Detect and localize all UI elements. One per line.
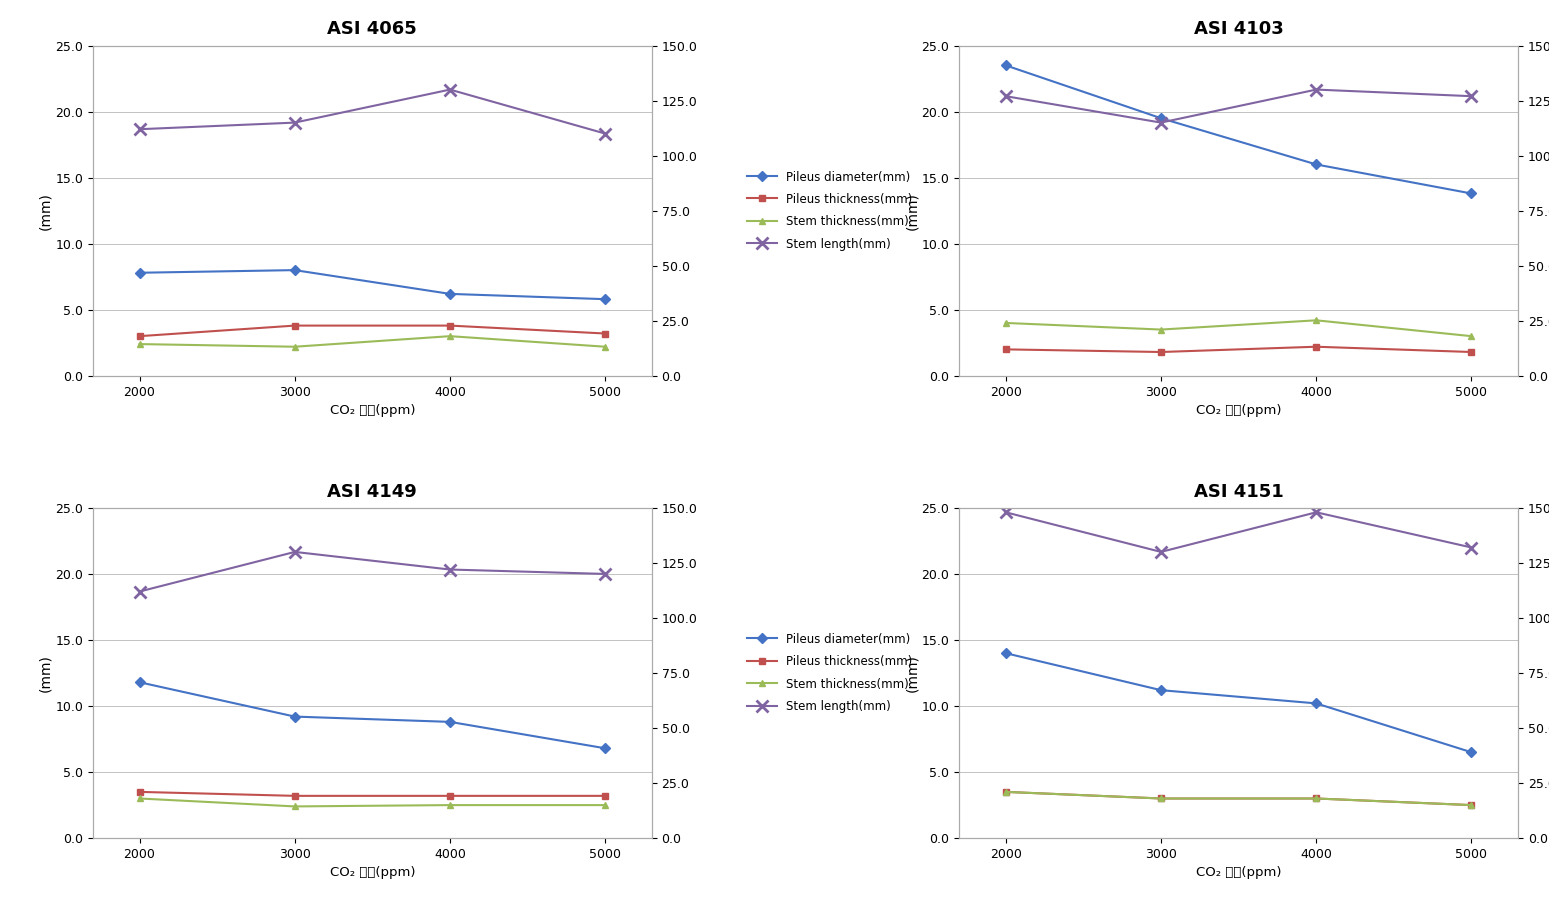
Pileus thickness(mm) [441, 791, 460, 802]
Stem thickness(mm) [130, 793, 149, 804]
Line: Stem thickness(mm): Stem thickness(mm) [136, 333, 609, 350]
Stem length(mm) [130, 586, 149, 597]
Stem thickness(mm) [996, 786, 1015, 797]
Stem length(mm) [285, 547, 304, 558]
Pileus thickness(mm) [996, 344, 1015, 355]
Line: Pileus diameter(mm): Pileus diameter(mm) [136, 267, 609, 302]
Pileus diameter(mm) [1151, 113, 1169, 124]
Stem length(mm) [596, 568, 615, 579]
Stem thickness(mm) [441, 331, 460, 342]
Stem thickness(mm) [130, 339, 149, 350]
Pileus diameter(mm) [285, 711, 304, 722]
Pileus diameter(mm) [596, 742, 615, 753]
Line: Pileus thickness(mm): Pileus thickness(mm) [1002, 343, 1475, 355]
Pileus thickness(mm) [285, 320, 304, 331]
Pileus thickness(mm) [996, 786, 1015, 797]
Title: ASI 4065: ASI 4065 [327, 20, 417, 38]
Pileus diameter(mm) [441, 716, 460, 727]
Stem thickness(mm) [1307, 793, 1326, 804]
Line: Pileus thickness(mm): Pileus thickness(mm) [1002, 788, 1475, 809]
Stem length(mm) [441, 84, 460, 95]
Stem thickness(mm) [1307, 315, 1326, 326]
Line: Pileus thickness(mm): Pileus thickness(mm) [136, 322, 609, 340]
Pileus thickness(mm) [1151, 793, 1169, 804]
Stem thickness(mm) [1151, 793, 1169, 804]
Line: Pileus diameter(mm): Pileus diameter(mm) [1002, 62, 1475, 197]
X-axis label: CO₂ 농도(ppm): CO₂ 농도(ppm) [1196, 404, 1281, 417]
Pileus diameter(mm) [441, 289, 460, 300]
Legend: Pileus diameter(mm), Pileus thickness(mm), Stem thickness(mm), Stem length(mm): Pileus diameter(mm), Pileus thickness(mm… [742, 627, 919, 719]
Pileus thickness(mm) [130, 331, 149, 342]
Stem thickness(mm) [1151, 324, 1169, 335]
Pileus thickness(mm) [1151, 346, 1169, 357]
Line: Stem thickness(mm): Stem thickness(mm) [1002, 788, 1475, 809]
X-axis label: CO₂ 농도(ppm): CO₂ 농도(ppm) [330, 404, 415, 417]
Pileus diameter(mm) [130, 267, 149, 278]
Line: Stem length(mm): Stem length(mm) [1001, 84, 1478, 128]
Stem length(mm) [996, 507, 1015, 517]
Pileus thickness(mm) [1462, 800, 1481, 811]
Title: ASI 4149: ASI 4149 [327, 483, 417, 501]
Pileus thickness(mm) [596, 328, 615, 339]
Stem length(mm) [1151, 118, 1169, 128]
Stem length(mm) [1462, 542, 1481, 553]
Pileus thickness(mm) [1307, 342, 1326, 353]
Y-axis label: (mm): (mm) [905, 654, 919, 692]
Stem thickness(mm) [1462, 800, 1481, 811]
Y-axis label: (mm): (mm) [39, 654, 53, 692]
Y-axis label: (mm): (mm) [39, 191, 53, 230]
X-axis label: CO₂ 농도(ppm): CO₂ 농도(ppm) [330, 866, 415, 879]
Pileus diameter(mm) [1151, 685, 1169, 696]
Stem thickness(mm) [596, 800, 615, 811]
Stem length(mm) [441, 564, 460, 575]
Stem length(mm) [1151, 547, 1169, 558]
Line: Stem thickness(mm): Stem thickness(mm) [1002, 317, 1475, 340]
Line: Stem thickness(mm): Stem thickness(mm) [136, 795, 609, 810]
Stem length(mm) [285, 118, 304, 128]
Stem thickness(mm) [596, 342, 615, 353]
Pileus diameter(mm) [996, 60, 1015, 71]
Line: Stem length(mm): Stem length(mm) [1001, 507, 1478, 558]
Stem thickness(mm) [441, 800, 460, 811]
Stem thickness(mm) [1462, 331, 1481, 342]
Stem length(mm) [130, 124, 149, 135]
Pileus diameter(mm) [1307, 159, 1326, 169]
Title: ASI 4151: ASI 4151 [1194, 483, 1284, 501]
Line: Pileus diameter(mm): Pileus diameter(mm) [136, 679, 609, 752]
Stem thickness(mm) [996, 318, 1015, 329]
Line: Pileus diameter(mm): Pileus diameter(mm) [1002, 650, 1475, 756]
Pileus thickness(mm) [1307, 793, 1326, 804]
X-axis label: CO₂ 농도(ppm): CO₂ 농도(ppm) [1196, 866, 1281, 879]
Pileus diameter(mm) [1462, 188, 1481, 199]
Pileus diameter(mm) [285, 265, 304, 276]
Title: ASI 4103: ASI 4103 [1194, 20, 1284, 38]
Stem length(mm) [996, 91, 1015, 102]
Pileus diameter(mm) [596, 293, 615, 304]
Pileus thickness(mm) [1462, 346, 1481, 357]
Pileus diameter(mm) [1462, 747, 1481, 758]
Legend: Pileus diameter(mm), Pileus thickness(mm), Stem thickness(mm), Stem length(mm): Pileus diameter(mm), Pileus thickness(mm… [742, 165, 919, 257]
Stem length(mm) [596, 128, 615, 139]
Pileus thickness(mm) [441, 320, 460, 331]
Stem length(mm) [1307, 84, 1326, 95]
Pileus thickness(mm) [596, 791, 615, 802]
Stem thickness(mm) [285, 342, 304, 353]
Line: Stem length(mm): Stem length(mm) [133, 547, 610, 597]
Pileus thickness(mm) [130, 786, 149, 797]
Stem thickness(mm) [285, 801, 304, 812]
Y-axis label: (mm): (mm) [905, 191, 919, 230]
Line: Stem length(mm): Stem length(mm) [133, 84, 610, 139]
Pileus diameter(mm) [996, 648, 1015, 659]
Line: Pileus thickness(mm): Pileus thickness(mm) [136, 788, 609, 799]
Stem length(mm) [1462, 91, 1481, 102]
Stem length(mm) [1307, 507, 1326, 517]
Pileus diameter(mm) [130, 677, 149, 688]
Pileus diameter(mm) [1307, 698, 1326, 709]
Pileus thickness(mm) [285, 791, 304, 802]
